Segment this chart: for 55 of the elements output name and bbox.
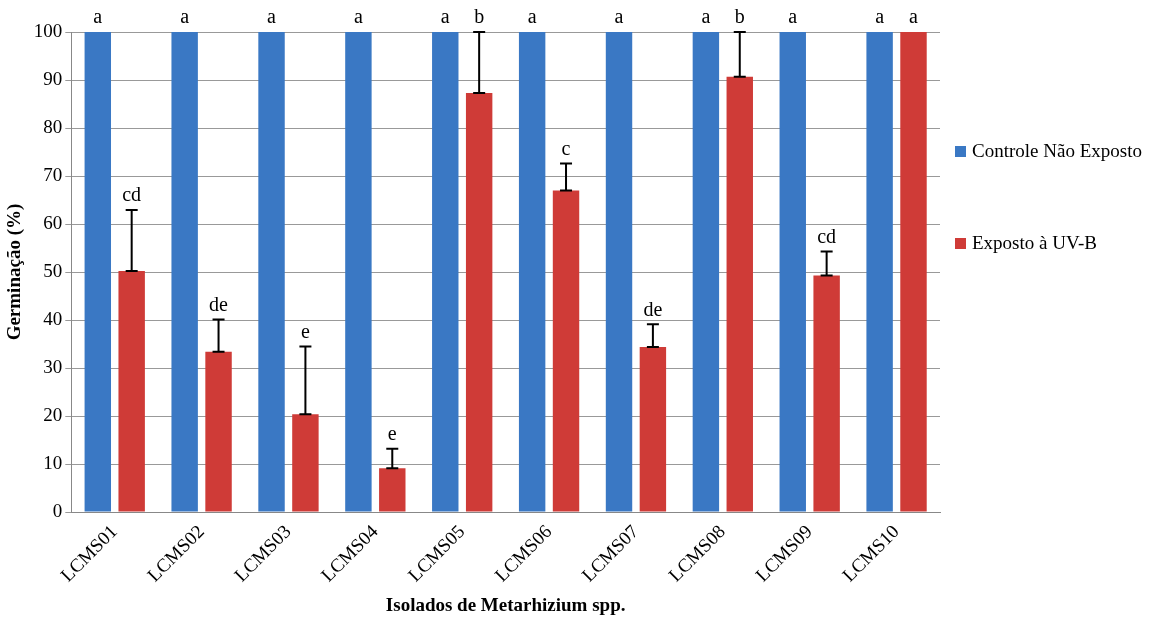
y-tick-label: 60 (43, 212, 63, 234)
legend-label: Exposto à UV-B (972, 232, 1097, 254)
annotation: a (527, 5, 537, 28)
bar (118, 271, 145, 512)
bar (639, 346, 667, 512)
annotation: a (93, 5, 103, 28)
annotation: a (353, 5, 363, 28)
bar (779, 32, 806, 512)
bar (692, 32, 720, 512)
annotation: b (734, 5, 745, 28)
bar (345, 32, 372, 512)
bar (292, 414, 319, 512)
y-tick-label: 70 (43, 164, 63, 185)
annotation: a (701, 5, 711, 28)
annotation: cd (817, 224, 837, 247)
annotation: a (875, 5, 885, 28)
annotation: b (474, 5, 485, 28)
annotation: c (561, 136, 571, 159)
bar (432, 32, 459, 512)
bar (726, 76, 753, 512)
bar (866, 32, 893, 512)
bar (813, 275, 840, 512)
y-tick-label: 20 (43, 404, 63, 426)
y-tick-label: 40 (43, 308, 63, 330)
x-axis-title: Isolados de Metarhizium spp. (385, 593, 626, 615)
bar (258, 32, 285, 512)
annotation: e (300, 319, 310, 342)
annotation: a (440, 5, 450, 28)
y-tick-label: 0 (52, 500, 63, 522)
bar (205, 351, 232, 512)
bar (518, 32, 546, 512)
annotation: cd (122, 183, 142, 206)
annotation: e (387, 421, 397, 444)
annotation: de (209, 292, 229, 315)
y-tick-label: 10 (43, 452, 63, 474)
y-tick-label: 30 (43, 356, 63, 378)
y-axis-title: Germinação (%) (3, 203, 26, 341)
bar (552, 190, 580, 512)
bar (605, 32, 633, 512)
bar (84, 32, 112, 512)
legend-label: Controle Não Exposto (972, 140, 1142, 162)
annotation: a (614, 5, 624, 28)
y-tick-label: 100 (33, 19, 63, 41)
bar (900, 32, 927, 512)
bar (465, 92, 493, 512)
y-tick-label: 50 (43, 260, 63, 282)
annotation: a (788, 5, 798, 28)
annotation: a (909, 5, 919, 28)
annotation: a (267, 5, 277, 28)
annotation: de (643, 297, 663, 320)
y-tick-label: 90 (43, 67, 63, 89)
annotation: a (180, 5, 190, 28)
bar (379, 468, 406, 512)
y-tick-label: 80 (43, 116, 63, 137)
bar (171, 32, 198, 512)
